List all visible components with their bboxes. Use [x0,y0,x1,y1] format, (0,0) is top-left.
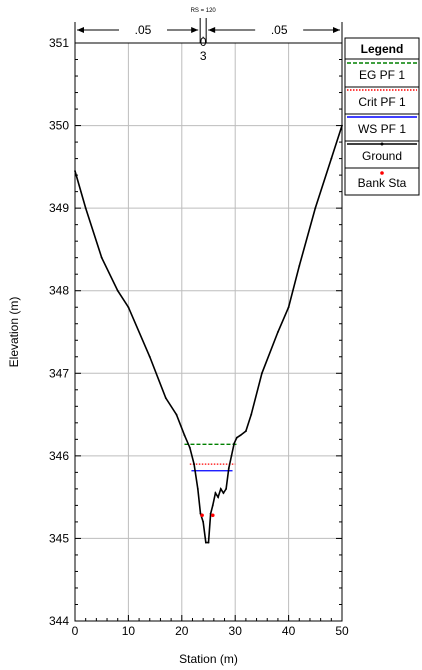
x-tick-labels: 0 10 20 30 40 50 [72,624,349,638]
x-tick-label: 0 [72,624,79,638]
x-axis-label: Station (m) [179,652,238,666]
ground-point [209,512,212,515]
left-manning-label: .05 [135,23,152,37]
arrowhead-left [77,27,84,33]
ground-point [217,496,220,499]
ground-point [287,306,290,309]
x-tick-label: 30 [229,624,243,638]
ground-point [230,454,233,457]
ground-point [188,446,191,449]
ground-point [164,397,167,399]
y-tick-label: 348 [49,284,69,298]
ground-point [250,413,253,416]
ground-point [211,504,214,507]
legend-label: EG PF 1 [359,68,405,82]
legend-label: WS PF 1 [358,122,406,136]
ground-point [183,434,186,437]
y-tick-label: 349 [49,201,69,215]
series-ground [74,125,343,544]
arrowhead-center-right [208,27,216,33]
ground-point [214,492,217,494]
y-tick-label: 345 [49,531,69,545]
ground-point [261,372,263,375]
ground-point [244,430,247,432]
axes [74,18,343,622]
y-tick-label: 347 [49,366,69,380]
legend-title: Legend [361,42,404,56]
ground-point [277,331,279,333]
center-manning-label-top: 0 [200,35,207,49]
y-tick-label: 346 [49,449,69,463]
y-axis-label: Elevation (m) [7,297,21,368]
series-layer [74,124,343,544]
ground-point [204,541,207,544]
y-tick-labels: 344 345 346 347 348 349 350 351 [49,36,69,628]
bank-station-point [210,513,215,518]
legend-label: Bank Sta [358,176,407,190]
ground-point [84,207,87,210]
ground-point [222,492,225,494]
y-tick-label: 351 [49,36,69,50]
x-tick-label: 50 [335,624,349,638]
ground-point [227,467,230,470]
ground-point [127,306,130,309]
y-tick-label: 344 [49,614,69,628]
ground-point [148,355,151,358]
right-manning-label: .05 [271,23,288,37]
ground-point [219,487,222,490]
y-tick-label: 350 [49,119,69,133]
ground-point [330,157,333,160]
ground-point [233,442,236,445]
manning-annotations: RS = 120 .05 .05 0 . 3 [135,8,288,63]
ground-point [235,436,238,439]
arrowhead-center-left [191,27,199,33]
legend-items: EG PF 1 Crit PF 1 WS PF 1 Ground Bank Sta [345,58,419,190]
legend-label: Crit PF 1 [358,95,406,109]
ground-point [202,521,205,523]
ground-point [298,265,301,267]
x-tick-label: 20 [175,624,189,638]
bank-station-point [200,513,204,518]
ground-point [74,170,76,172]
ground-point [175,413,178,416]
legend-swatch-ground-dot [380,142,384,146]
legend-label: Ground [362,149,402,163]
arrowhead-right [333,27,340,33]
ground-point [207,541,210,544]
ground-point [100,256,103,259]
legend: Legend EG PF 1 Crit PF 1 WS PF 1 Ground Bank… [344,37,420,196]
x-tick-label: 10 [122,624,136,638]
plot-frame [74,42,343,622]
ground-point [225,487,228,490]
station-label: RS = 120 [191,8,217,14]
ground-point [193,463,195,466]
center-manning-label-dot: . [201,27,204,41]
ground-point [116,289,119,292]
ground-point [341,124,343,127]
center-manning-label-bottom: 3 [200,49,207,63]
ground-point [239,434,242,437]
x-tick-label: 40 [282,624,296,638]
ground-point [196,487,199,490]
legend-swatch-bank-sta [380,171,384,175]
ground-point [314,207,317,210]
